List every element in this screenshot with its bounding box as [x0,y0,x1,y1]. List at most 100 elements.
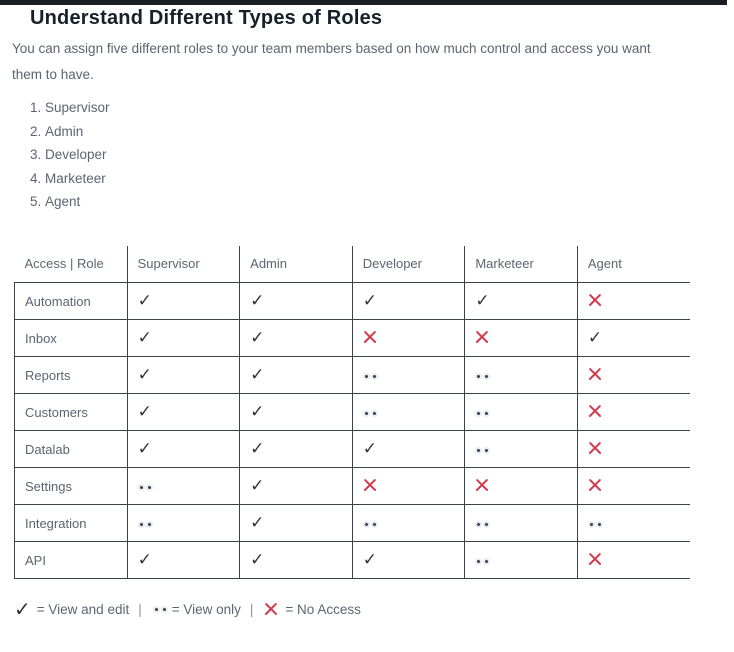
column-header-developer: Developer [351,245,465,283]
access-cell [351,319,465,357]
row-label: Inbox [14,319,128,357]
check-icon: ✓ [250,290,265,311]
legend-separator: | [249,601,254,617]
access-cell: ✓ [239,393,353,431]
access-cell [464,467,578,505]
no-access-icon [588,367,602,381]
table-row-integration: Integration ✓ [14,504,690,542]
no-access-icon [588,478,602,492]
top-bar [0,0,727,5]
access-cell: ✓ [126,319,240,357]
view-only-icon [475,372,491,380]
access-cell [576,356,690,394]
access-cell [464,319,578,357]
check-icon: ✓ [14,597,31,621]
column-header-admin: Admin [239,245,353,283]
check-icon: ✓ [362,290,377,311]
page-title: Understand Different Types of Roles [30,7,383,29]
legend-edit-label: = View and edit [36,601,130,617]
no-access-icon [588,441,602,455]
check-icon: ✓ [250,512,265,533]
row-label: Automation [14,282,128,320]
access-cell [351,467,465,505]
legend-none-label: = No Access [285,601,361,617]
view-only-icon [137,483,153,491]
check-icon: ✓ [137,327,152,348]
check-icon: ✓ [362,549,377,570]
column-header-agent: Agent [576,245,690,283]
no-access-icon [475,330,489,344]
no-access-icon [475,478,489,492]
access-cell: ✓ [126,356,240,394]
table-row-inbox: Inbox ✓ ✓ ✓ [14,319,690,357]
access-cell [576,430,690,468]
check-icon: ✓ [587,327,603,348]
access-cell: ✓ [126,393,240,431]
view-only-icon [475,446,491,454]
access-cell [351,504,465,542]
check-icon: ✓ [250,438,265,459]
table-body: Automation ✓ ✓ ✓ ✓ Inbox ✓ ✓ ✓ Reports ✓ ✓ Customers… [14,282,690,579]
access-cell: ✓ [239,282,353,320]
access-cell: ✓ [239,541,353,579]
column-header-supervisor: Supervisor [126,245,240,283]
access-cell [126,504,240,542]
access-cell [351,356,465,394]
row-label: Datalab [14,430,128,468]
view-only-icon [137,520,153,528]
access-cell: ✓ [239,356,353,394]
access-cell [576,282,690,320]
access-cell: ✓ [576,319,690,357]
check-icon: ✓ [475,290,490,311]
access-cell: ✓ [239,504,353,542]
access-cell: ✓ [126,282,240,320]
access-cell [464,356,578,394]
no-access-icon [264,602,279,616]
view-only-icon [475,557,491,565]
access-cell: ✓ [351,541,465,579]
access-cell: ✓ [351,282,465,320]
table-row-datalab: Datalab ✓ ✓ ✓ [14,430,690,468]
check-icon: ✓ [250,401,265,422]
no-access-icon [363,478,377,492]
no-access-icon [588,404,602,418]
access-cell [576,393,690,431]
table-row-customers: Customers ✓ ✓ [14,393,690,431]
access-cell [576,467,690,505]
access-cell [576,504,690,542]
check-icon: ✓ [137,401,152,422]
no-access-icon [588,552,602,566]
intro-text: You can assign five different roles to y… [12,41,651,82]
table-row-api: API ✓ ✓ ✓ [14,541,690,579]
access-cell: ✓ [351,430,465,468]
role-list-item-marketeer: Marketeer [30,167,734,191]
legend-view-label: = View only [171,601,241,617]
access-cell: ✓ [126,541,240,579]
check-icon: ✓ [137,290,152,311]
access-cell [464,393,578,431]
access-cell [576,541,690,579]
check-icon: ✓ [137,364,152,385]
access-cell [464,430,578,468]
check-icon: ✓ [250,475,265,496]
row-label: Integration [14,504,128,542]
roles-access-table: Access | Role Supervisor Admin Developer Mar… [14,245,690,579]
view-only-icon [362,520,378,528]
view-only-icon [475,409,491,417]
role-list-item-developer: Developer [30,143,734,167]
legend: ✓ = View and edit | = View only | = No A… [14,599,734,619]
no-access-icon [363,330,377,344]
view-only-icon [362,409,378,417]
role-list-item-admin: Admin [30,120,734,144]
role-list-item-agent: Agent [30,190,734,214]
check-icon: ✓ [137,549,152,570]
access-cell [464,504,578,542]
row-label: Customers [14,393,128,431]
table-row-settings: Settings ✓ [14,467,690,505]
row-label: Settings [14,467,128,505]
table-header-row: Access | Role Supervisor Admin Developer Mar… [14,245,690,283]
check-icon: ✓ [362,438,377,459]
access-cell: ✓ [239,319,353,357]
